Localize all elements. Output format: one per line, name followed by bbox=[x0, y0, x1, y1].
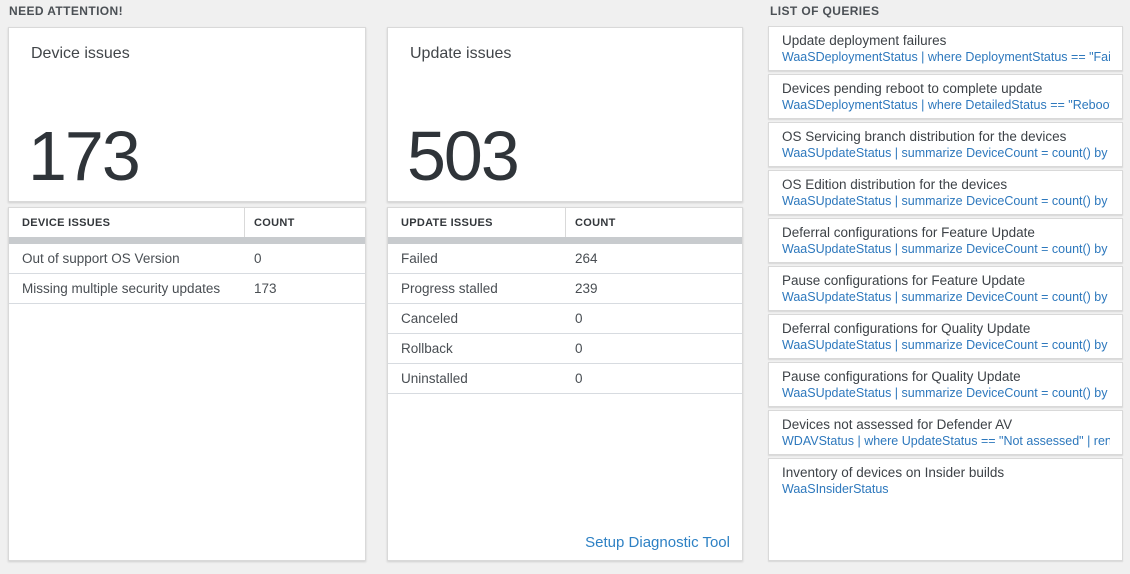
device-issues-table: DEVICE ISSUES COUNT Out of support OS Ve… bbox=[8, 207, 366, 561]
count-cell: 264 bbox=[575, 251, 598, 266]
issue-cell: Failed bbox=[401, 251, 438, 266]
update-issues-table: UPDATE ISSUES COUNT Failed 264 Progress … bbox=[387, 207, 743, 561]
table-scrollbar[interactable] bbox=[388, 237, 742, 244]
query-title: Pause configurations for Feature Update bbox=[782, 273, 1026, 288]
query-text: WDAVStatus | where UpdateStatus == "Not … bbox=[782, 434, 1110, 448]
device-issues-title: Device issues bbox=[31, 45, 130, 62]
list-of-queries-header: LIST OF QUERIES bbox=[770, 4, 880, 18]
query-item[interactable]: Pause configurations for Feature Update … bbox=[768, 266, 1123, 311]
query-text: WaaSUpdateStatus | summarize DeviceCount… bbox=[782, 338, 1110, 352]
count-cell: 0 bbox=[254, 251, 262, 266]
query-text: WaaSDeploymentStatus | where DetailedSta… bbox=[782, 98, 1110, 112]
query-text: WaaSUpdateStatus | summarize DeviceCount… bbox=[782, 386, 1110, 400]
query-title: Devices not assessed for Defender AV bbox=[782, 417, 1013, 432]
device-issues-tile[interactable]: Device issues 173 bbox=[8, 27, 366, 202]
table-row[interactable]: Uninstalled 0 bbox=[388, 364, 742, 394]
update-issues-count: 503 bbox=[407, 117, 520, 195]
count-cell: 0 bbox=[575, 341, 583, 356]
issue-cell: Progress stalled bbox=[401, 281, 498, 296]
query-item[interactable]: OS Servicing branch distribution for the… bbox=[768, 122, 1123, 167]
count-cell: 0 bbox=[575, 311, 583, 326]
setup-diagnostic-tool-link[interactable]: Setup Diagnostic Tool bbox=[585, 534, 730, 551]
table-row[interactable]: Progress stalled 239 bbox=[388, 274, 742, 304]
query-text: WaaSUpdateStatus | summarize DeviceCount… bbox=[782, 290, 1110, 304]
update-issues-column-header: UPDATE ISSUES bbox=[388, 208, 566, 237]
device-issues-count: 173 bbox=[28, 117, 141, 195]
query-item[interactable]: Deferral configurations for Quality Upda… bbox=[768, 314, 1123, 359]
issue-cell: Out of support OS Version bbox=[22, 251, 180, 266]
query-title: Inventory of devices on Insider builds bbox=[782, 465, 1005, 480]
device-issues-column-header: DEVICE ISSUES bbox=[9, 208, 245, 237]
query-item[interactable]: Devices not assessed for Defender AV WDA… bbox=[768, 410, 1123, 455]
query-title: Devices pending reboot to complete updat… bbox=[782, 81, 1043, 96]
issue-cell: Missing multiple security updates bbox=[22, 281, 221, 296]
query-title: OS Edition distribution for the devices bbox=[782, 177, 1008, 192]
table-row[interactable]: Rollback 0 bbox=[388, 334, 742, 364]
need-attention-header: NEED ATTENTION! bbox=[9, 4, 123, 18]
table-row[interactable]: Missing multiple security updates 173 bbox=[9, 274, 365, 304]
query-item[interactable]: Update deployment failures WaaSDeploymen… bbox=[768, 26, 1123, 71]
query-item[interactable]: Deferral configurations for Feature Upda… bbox=[768, 218, 1123, 263]
query-item[interactable]: Devices pending reboot to complete updat… bbox=[768, 74, 1123, 119]
table-row[interactable]: Canceled 0 bbox=[388, 304, 742, 334]
query-text: WaaSUpdateStatus | summarize DeviceCount… bbox=[782, 146, 1110, 160]
count-column-header: COUNT bbox=[254, 216, 295, 229]
table-row[interactable]: Out of support OS Version 0 bbox=[9, 244, 365, 274]
query-item[interactable]: OS Edition distribution for the devices … bbox=[768, 170, 1123, 215]
issue-cell: Canceled bbox=[401, 311, 459, 326]
query-item[interactable]: Pause configurations for Quality Update … bbox=[768, 362, 1123, 407]
query-title: Pause configurations for Quality Update bbox=[782, 369, 1021, 384]
query-text: WaaSUpdateStatus | summarize DeviceCount… bbox=[782, 242, 1110, 256]
update-issues-title: Update issues bbox=[410, 45, 512, 62]
count-column-header: COUNT bbox=[575, 216, 616, 229]
count-cell: 0 bbox=[575, 371, 583, 386]
table-scrollbar[interactable] bbox=[9, 237, 365, 244]
queries-panel: Update deployment failures WaaSDeploymen… bbox=[768, 26, 1123, 561]
query-text: WaaSInsiderStatus bbox=[782, 482, 889, 496]
query-text: WaaSUpdateStatus | summarize DeviceCount… bbox=[782, 194, 1110, 208]
query-item[interactable]: Inventory of devices on Insider builds W… bbox=[768, 458, 1123, 561]
device-table-header-row: DEVICE ISSUES COUNT bbox=[9, 208, 365, 237]
query-title: OS Servicing branch distribution for the… bbox=[782, 129, 1067, 144]
issue-cell: Uninstalled bbox=[401, 371, 468, 386]
issue-cell: Rollback bbox=[401, 341, 453, 356]
query-title: Deferral configurations for Feature Upda… bbox=[782, 225, 1035, 240]
query-text: WaaSDeploymentStatus | where DeploymentS… bbox=[782, 50, 1110, 64]
update-table-header-row: UPDATE ISSUES COUNT bbox=[388, 208, 742, 237]
query-title: Deferral configurations for Quality Upda… bbox=[782, 321, 1031, 336]
count-cell: 173 bbox=[254, 281, 277, 296]
count-cell: 239 bbox=[575, 281, 598, 296]
update-issues-tile[interactable]: Update issues 503 bbox=[387, 27, 743, 202]
table-row[interactable]: Failed 264 bbox=[388, 244, 742, 274]
query-title: Update deployment failures bbox=[782, 33, 947, 48]
